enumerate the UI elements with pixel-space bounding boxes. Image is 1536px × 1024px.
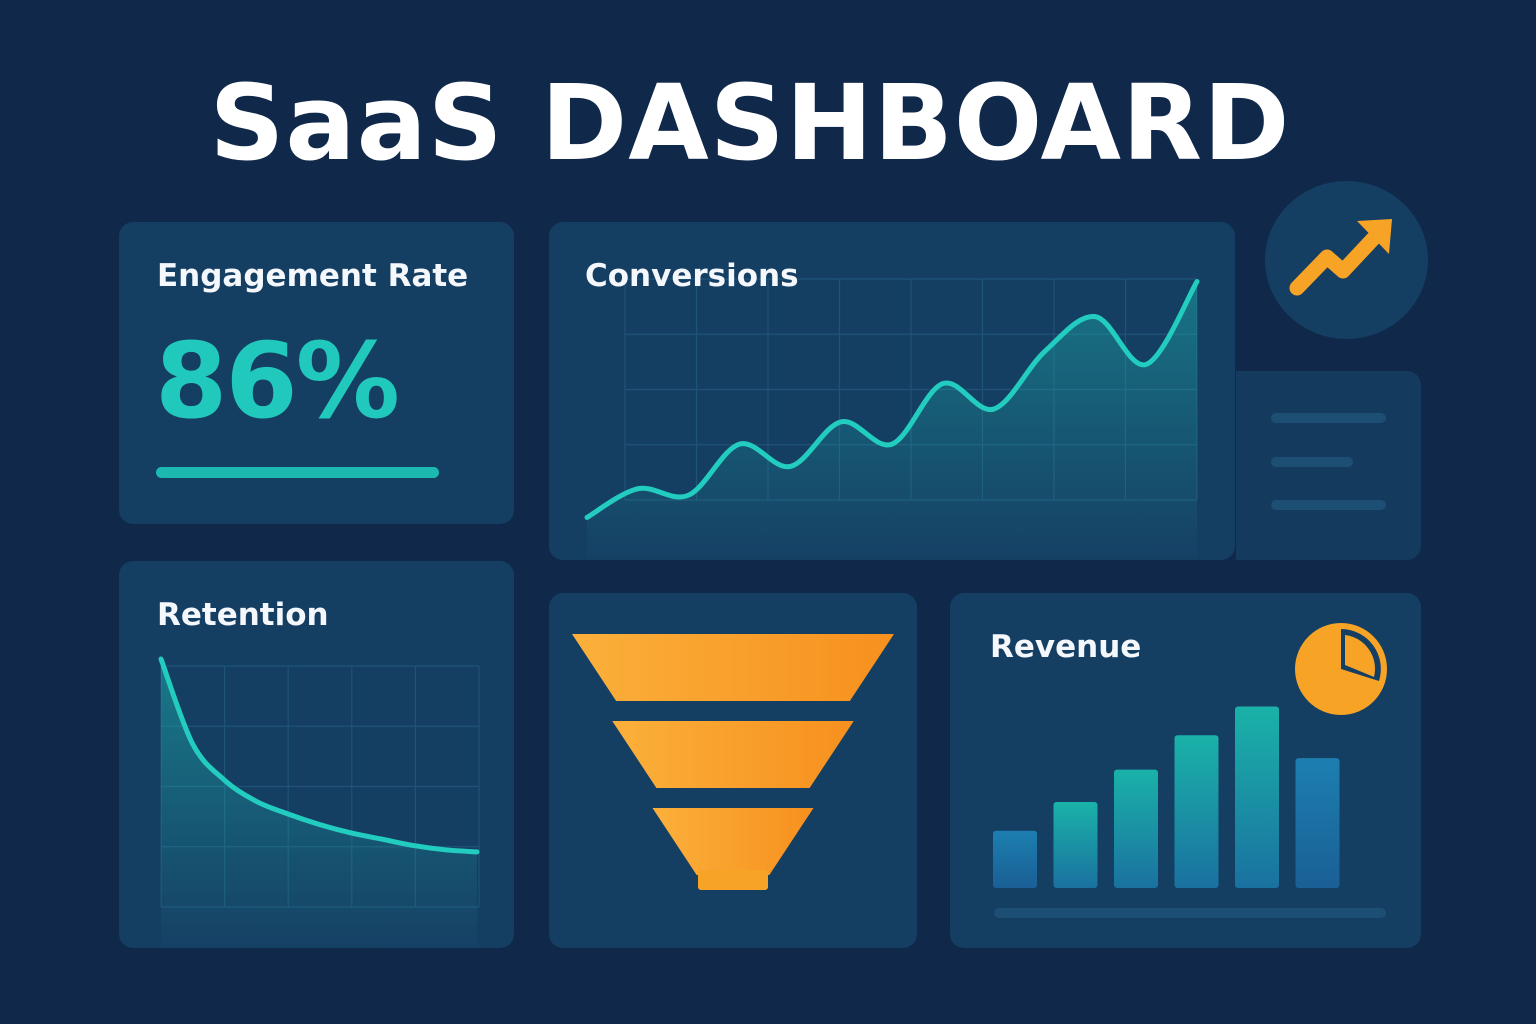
revenue-bar bbox=[993, 830, 1037, 888]
conversions-label: Conversions bbox=[585, 258, 799, 294]
engagement-progress-bar bbox=[156, 467, 439, 478]
revenue-bar-chart bbox=[993, 623, 1387, 918]
conversions-area bbox=[587, 281, 1197, 560]
retention-card[interactable]: Retention bbox=[119, 561, 514, 948]
retention-area bbox=[161, 659, 477, 948]
retention-area-chart bbox=[158, 656, 480, 948]
revenue-card[interactable]: Revenue bbox=[950, 593, 1421, 948]
retention-line bbox=[158, 656, 480, 855]
revenue-label: Revenue bbox=[990, 629, 1142, 665]
revenue-bar bbox=[1053, 802, 1098, 888]
pie-chart-icon[interactable] bbox=[1295, 623, 1387, 715]
revenue-bar bbox=[1174, 735, 1219, 888]
page-title: SaaS DASHBOARD bbox=[209, 62, 1291, 184]
trend-up-badge[interactable] bbox=[1265, 181, 1428, 339]
engagement-rate-card[interactable]: Engagement Rate 86% bbox=[119, 222, 514, 524]
funnel-stage bbox=[612, 721, 854, 788]
engagement-rate-value: 86% bbox=[155, 320, 400, 442]
side-summary-panel bbox=[1236, 371, 1421, 560]
conversions-line bbox=[584, 279, 1200, 520]
funnel-stage bbox=[652, 808, 814, 875]
funnel-stage bbox=[572, 634, 894, 701]
revenue-bar bbox=[1295, 758, 1340, 888]
placeholder-line bbox=[1271, 413, 1386, 423]
funnel-stage bbox=[698, 870, 768, 890]
trend-up-arrow-icon bbox=[1289, 219, 1392, 296]
placeholder-line bbox=[1271, 500, 1386, 510]
retention-label: Retention bbox=[157, 597, 329, 633]
engagement-rate-label: Engagement Rate bbox=[157, 258, 469, 294]
funnel-chart bbox=[572, 634, 894, 890]
conversions-card[interactable]: Conversions bbox=[549, 222, 1235, 560]
revenue-bar bbox=[1114, 769, 1158, 888]
revenue-bar bbox=[1235, 706, 1279, 888]
revenue-axis-line bbox=[994, 908, 1386, 918]
conversions-line-chart bbox=[584, 278, 1200, 560]
funnel-card[interactable] bbox=[549, 593, 917, 948]
engagement-progress-fill bbox=[156, 467, 439, 478]
placeholder-line bbox=[1271, 457, 1353, 467]
